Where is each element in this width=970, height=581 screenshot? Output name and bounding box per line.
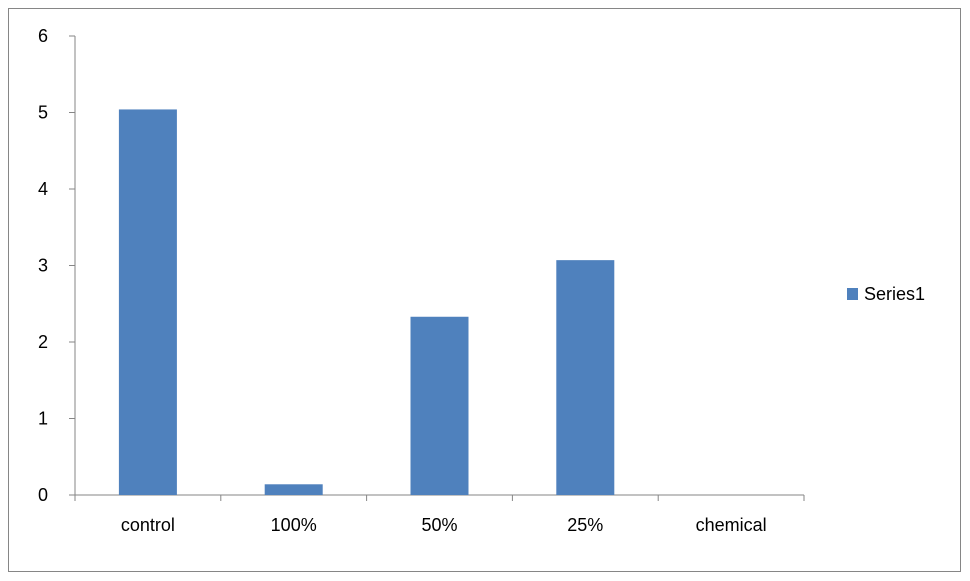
x-axis-tick-labels: control 100% 50% 25% chemical (121, 515, 767, 535)
x-tick-label: chemical (696, 515, 767, 535)
x-tick-label: 25% (567, 515, 603, 535)
y-tick-label: 2 (38, 332, 48, 352)
chart-bars (118, 109, 615, 495)
x-tick-label: 100% (271, 515, 317, 535)
bar-50 (410, 316, 469, 495)
bar-25 (556, 260, 615, 495)
chart-legend: Series1 (847, 284, 925, 304)
y-tick-label: 0 (38, 485, 48, 505)
bar-control (118, 109, 177, 495)
y-tick-label: 5 (38, 103, 48, 123)
y-tick-label: 3 (38, 256, 48, 276)
legend-label-series1: Series1 (864, 284, 925, 304)
x-tick-label: control (121, 515, 175, 535)
y-tick-label: 1 (38, 409, 48, 429)
y-tick-label: 4 (38, 179, 48, 199)
y-tick-label: 6 (38, 26, 48, 46)
bar-100 (264, 484, 323, 495)
legend-swatch-series1 (847, 288, 858, 300)
x-tick-label: 50% (421, 515, 457, 535)
y-axis-tick-labels: 0 1 2 3 4 5 6 (38, 26, 48, 505)
